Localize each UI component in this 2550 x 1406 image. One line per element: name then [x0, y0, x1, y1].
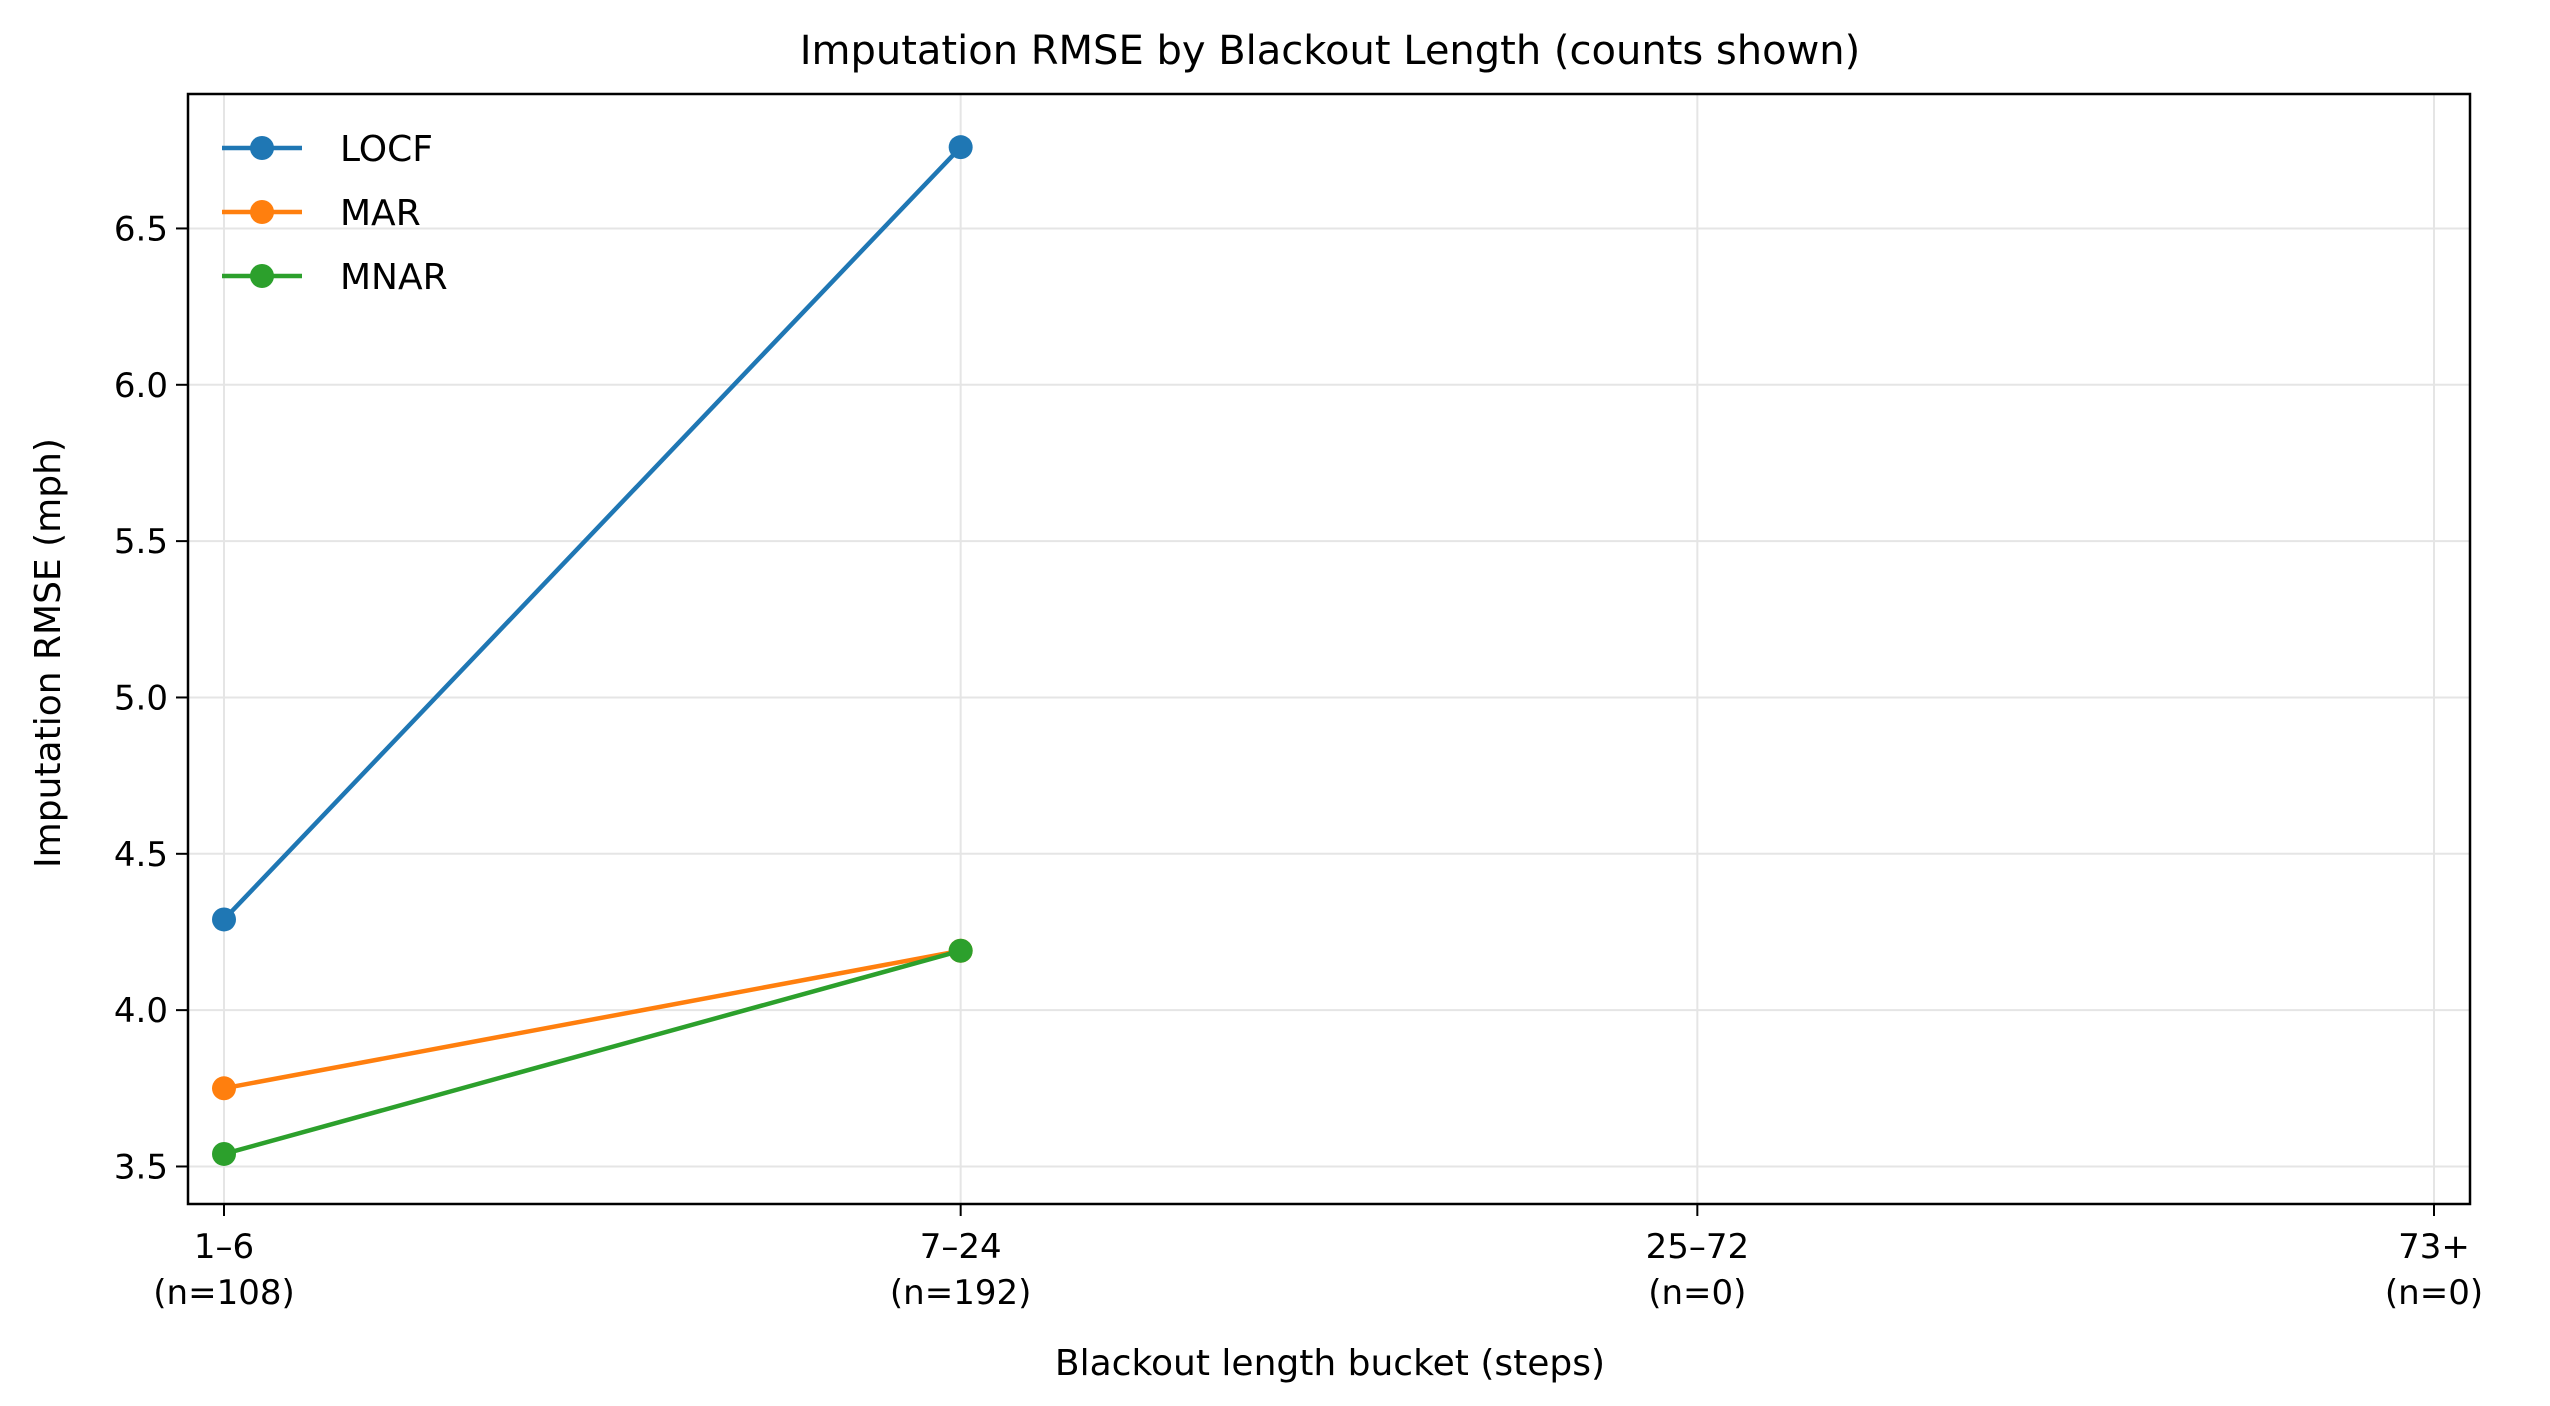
- legend-item: MAR: [222, 193, 421, 234]
- x-tick-count-label: (n=0): [2385, 1273, 2483, 1313]
- x-axis-label: Blackout length bucket (steps): [1055, 1343, 1605, 1384]
- legend-label: LOCF: [340, 129, 433, 170]
- series-mnar: [212, 938, 973, 1166]
- x-tick-label: 7–24: [920, 1227, 1002, 1267]
- x-tick-count-label: (n=0): [1648, 1273, 1746, 1313]
- y-tick-label: 5.5: [114, 522, 168, 562]
- series-line: [223, 948, 962, 1091]
- plot-frame: [186, 92, 2472, 1206]
- data-point: [948, 938, 973, 963]
- data-point: [212, 1076, 236, 1101]
- legend-marker: [250, 264, 274, 288]
- x-axis: 1–6 (n=108) 7–24 (n=192) 25–72 (n=0) 73+ (n=0): [153, 1204, 2483, 1313]
- y-axis: 3.5 4.0 4.5 5.0 5.5 6.0 6.5: [114, 209, 188, 1187]
- x-tick-count-label: (n=192): [890, 1273, 1031, 1313]
- legend-marker: [250, 200, 274, 224]
- data-point: [948, 135, 973, 160]
- y-tick-label: 5.0: [114, 678, 168, 718]
- x-tick-label: 1–6: [194, 1227, 254, 1267]
- legend-item: LOCF: [222, 129, 433, 170]
- legend-item: MNAR: [222, 257, 448, 298]
- y-axis-label: Imputation RMSE (mph): [28, 438, 69, 868]
- series-locf: [212, 135, 973, 932]
- legend-label: MNAR: [340, 257, 448, 298]
- y-tick-label: 4.5: [114, 835, 168, 875]
- y-tick-label: 6.5: [114, 209, 168, 249]
- x-tick-label: 25–72: [1646, 1227, 1750, 1267]
- y-tick-label: 6.0: [114, 366, 168, 406]
- y-tick-label: 3.5: [114, 1147, 168, 1187]
- series-layer: [212, 135, 973, 1166]
- data-point: [212, 1141, 236, 1166]
- data-point: [212, 907, 236, 932]
- x-tick-count-label: (n=108): [153, 1273, 294, 1313]
- series-line: [222, 145, 963, 922]
- series-line: [223, 948, 962, 1157]
- x-tick-label: 73+: [2398, 1227, 2470, 1267]
- chart-title: Imputation RMSE by Blackout Length (coun…: [800, 28, 1861, 74]
- y-tick-label: 4.0: [114, 991, 168, 1031]
- legend-marker: [250, 136, 274, 160]
- legend: LOCF MAR MNAR: [222, 129, 448, 298]
- legend-label: MAR: [340, 193, 421, 234]
- grid: [188, 94, 2470, 1204]
